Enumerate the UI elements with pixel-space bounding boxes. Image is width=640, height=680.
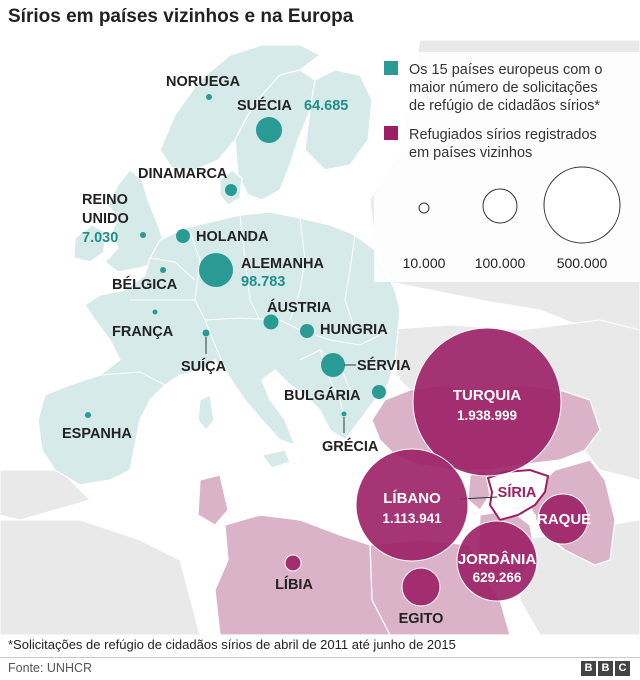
label-franca: FRANÇA [112,324,174,340]
marker-espanha [85,412,91,418]
marker-hungria [300,324,314,338]
marker-noruega [206,94,212,100]
label-turquia: TURQUIA [453,387,521,404]
bbc-logo-letter: B [581,661,596,676]
legend: Os 15 países europeus com o maior número… [374,52,640,282]
label-libano: LÍBANO [383,490,441,507]
value-libano: 1.113.941 [382,511,442,526]
label-grecia: GRÉCIA [322,438,379,455]
scale-circle-10000 [418,202,430,214]
legend-europe-line-2: maior número de solicitações [409,80,598,96]
marker-libano [355,448,469,562]
legend-neighbor-swatch [384,126,398,140]
label-belgica: BÉLGICA [112,276,178,293]
value-reino-unido: 7.030 [82,230,118,246]
scale-label-10000: 10.000 [403,255,446,271]
marker-holanda [176,229,190,243]
legend-europe-line-3: de refúgio de cidadãos sírios* [409,98,600,114]
value-alemanha: 98.783 [241,274,285,290]
europe-markers [85,94,386,418]
label-egito: EGITO [399,611,444,627]
value-turquia: 1.938.999 [457,408,517,423]
label-suica: SUÍÇA [181,358,227,375]
marker-belgica [160,267,166,273]
country-borders [99,214,399,421]
marker-grecia [341,411,347,417]
neighbor-markers [284,327,589,607]
footer-divider [0,657,640,658]
scale-circle-500000 [543,166,621,244]
legend-europe-swatch [384,61,398,75]
label-dinamarca: DINAMARCA [138,166,228,182]
refugee-map: Os 15 países europeus com o maior número… [0,40,640,635]
value-suecia: 64.685 [304,98,348,114]
label-bulgaria: BULGÁRIA [284,387,361,404]
marker-egito [401,567,441,607]
marker-bulgaria [372,385,386,399]
label-hungria: HUNGRIA [320,322,388,338]
marker-reino-unido [140,232,146,238]
label-espanha: ESPANHA [62,426,132,442]
label-noruega: NORUEGA [166,74,241,90]
marker-servia [321,353,345,377]
label-libia: LÍBIA [275,576,313,593]
libya-shape [214,514,391,635]
label-suecia: SUÉCIA [237,97,292,114]
marker-alemanha [199,253,233,287]
sicily-shape [260,449,291,469]
scale-label-100000: 100.000 [475,255,526,271]
label-austria: ÁUSTRIA [267,299,332,316]
marker-iraque [537,493,589,545]
label-reino-unido-line-1: REINO [82,192,128,208]
legend-neighbor-line-2: em países vizinhos [409,145,532,161]
marker-libia [284,554,302,572]
marker-jordania [456,520,538,602]
marker-turquia [412,327,562,477]
marker-suecia [256,117,282,143]
label-jordania: JORDÂNIA [458,550,537,568]
marker-suica [202,329,210,337]
bbc-logo-letter: C [615,661,630,676]
value-jordania: 629.266 [473,570,522,585]
label-iraque: IRAQUE [533,511,591,528]
label-alemanha: ALEMANHA [241,256,324,272]
syria-shape [486,468,550,522]
finland-shape [304,69,373,171]
label-reino-unido-line-2: UNIDO [82,211,129,227]
tunisia-shape [197,474,229,526]
legend-background [374,52,640,282]
marker-austria [263,314,279,330]
source-credit: Fonte: UNHCR [8,661,93,675]
marker-franca [152,309,158,315]
label-siria: SÍRIA [498,484,537,501]
scale-label-500000: 500.000 [557,255,608,271]
bbc-logo-letter: B [598,661,613,676]
legend-neighbor-line-1: Refugiados sírios registrados [409,127,597,143]
label-servia: SÉRVIA [357,357,411,374]
sardinia-shape [197,394,215,431]
scale-circle-100000 [482,188,518,224]
marker-dinamarca [225,184,237,196]
ireland-shape [73,224,106,263]
label-holanda: HOLANDA [196,229,269,245]
chart-title: Sírios em países vizinhos e na Europa [8,6,354,27]
bbc-logo: B B C [581,661,630,676]
footnote: *Solicitações de refúgio de cidadãos sír… [8,637,456,652]
legend-europe-line-1: Os 15 países europeus com o [409,62,602,78]
